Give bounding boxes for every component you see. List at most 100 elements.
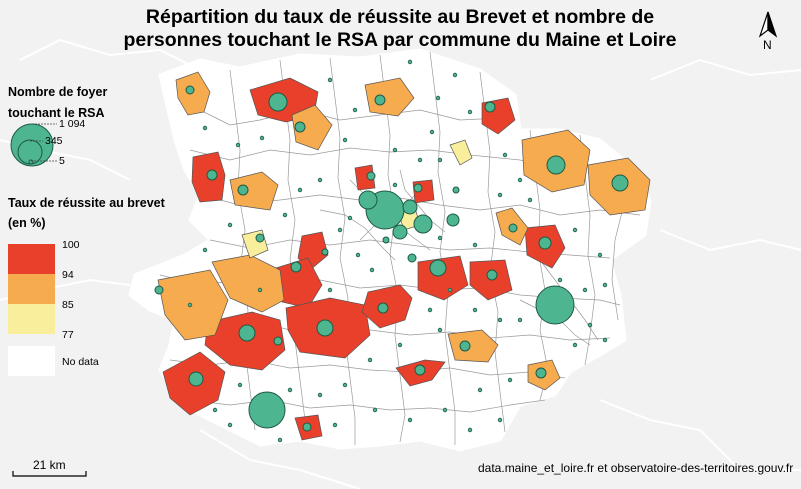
scale-bar-label: 21 km [33,458,66,472]
rsa-circle-small [273,336,283,346]
rsa-circle-tiny [502,152,508,158]
rsa-circle-small [413,183,423,193]
rsa-circle-small [321,248,329,256]
commune-yellow [449,139,473,166]
rsa-circle-tiny [235,142,241,148]
size-legend-label-max: 1 094 [59,118,86,130]
rsa-symbols-tiny [187,59,608,443]
rsa-circle-tiny [392,182,398,188]
rsa-circle-small [374,94,386,106]
rsa-circle-medium [392,224,408,240]
rsa-circle-small [538,236,552,250]
commune-orange [447,329,499,363]
rsa-circle-small [459,340,471,352]
rsa-circle-tiny [587,322,593,328]
rsa-circle-tiny [497,417,503,423]
rsa-circle-small [486,269,498,281]
rsa-circle-tiny [582,287,588,293]
rsa-circle-tiny [342,382,348,388]
rsa-circle-medium [402,199,418,215]
rsa-circle-tiny [572,227,578,233]
rsa-circle-small [294,121,306,133]
size-legend-title: Nombre de foyer touchant le RSA [8,84,107,121]
rsa-circle-small [255,233,265,243]
rsa-circle-tiny [417,157,423,163]
rsa-circle-tiny [602,282,608,288]
size-legend-label-mid: 345 [45,135,63,147]
rsa-circle-tiny [317,177,323,183]
rsa-circle-tiny [317,392,323,398]
rsa-circle-tiny [202,125,208,131]
rsa-circle-tiny [327,77,333,83]
rsa-circle-medium [611,174,629,192]
rsa-circle-small [237,184,249,196]
rsa-circle-medium [268,92,288,112]
map-title-line-1: Répartition du taux de réussite au Breve… [145,6,655,28]
rsa-circle-small [508,223,518,233]
rsa-circle-tiny [472,242,478,248]
rsa-circle-small [206,169,218,181]
rsa-circle-tiny [337,227,343,233]
rsa-circle-small [446,213,460,227]
legend-break-94: 94 [62,269,74,281]
commune-orange [229,171,279,211]
commune-orange [291,104,333,151]
legend-swatch-77-85 [8,304,55,334]
rsa-circle-tiny [435,95,441,101]
rsa-circle-tiny [497,192,503,198]
rsa-circle-tiny [369,267,375,273]
rsa-circle-tiny [452,72,458,78]
rsa-circle-tiny [355,252,361,258]
rsa-circle-small [366,171,376,181]
north-arrow-label: N [763,38,772,52]
map-title-line-2: personnes touchant le RSA par commune du… [123,29,677,51]
rsa-circle-tiny [407,417,413,423]
commune-fills [157,71,651,441]
rsa-circle-tiny [437,327,443,333]
rsa-circle-tiny [442,407,448,413]
rsa-circle-tiny [367,357,373,363]
rsa-circle-tiny [372,407,378,413]
size-legend-label-min: 5 [59,155,65,167]
commune-orange [157,269,229,341]
legend-swatch-85-94 [8,274,55,304]
rsa-circle-tiny [527,197,533,203]
legend-swatch-94-100 [8,244,55,274]
legend-break-85: 85 [62,299,74,311]
north-arrow-icon [758,11,778,38]
legend-swatch-no-data [8,346,55,376]
rsa-circle-tiny [472,307,478,313]
rsa-circle-tiny [437,235,443,241]
rsa-circle-tiny [392,147,398,153]
rsa-circle-tiny [342,137,348,143]
rsa-circle-tiny [352,107,358,113]
size-legend-title-line-1: Nombre de foyer [8,85,108,99]
rsa-circle-small [154,285,164,295]
rsa-circle-tiny [282,212,288,218]
rsa-circle-tiny [437,157,443,163]
rsa-circle-small [535,367,547,379]
commune-orange [175,71,211,116]
rsa-circle-small [484,101,496,113]
rsa-circle-small [185,85,195,95]
rsa-circle-small [382,236,390,244]
rsa-circle-tiny [597,252,603,258]
rsa-circle-medium [429,259,447,277]
rsa-circle-tiny [497,317,503,323]
rsa-circle-medium [413,214,433,234]
rsa-circle-tiny [427,307,433,313]
rsa-circle-tiny [477,387,483,393]
color-legend-title: Taux de réussite au brevet (en %) [8,195,165,231]
commune-orange [364,77,415,117]
rsa-circle-tiny [259,135,265,141]
legend-no-data-label: No data [62,356,99,368]
commune-red [354,164,376,191]
rsa-circle-tiny [227,222,233,228]
rsa-circle-small [414,364,426,376]
rsa-circle-tiny [202,247,208,253]
color-legend-title-line-1: Taux de réussite au brevet [8,196,165,210]
size-legend-symbols [10,123,57,167]
rsa-circle-tiny [407,59,413,65]
rsa-circle-tiny [237,382,243,388]
